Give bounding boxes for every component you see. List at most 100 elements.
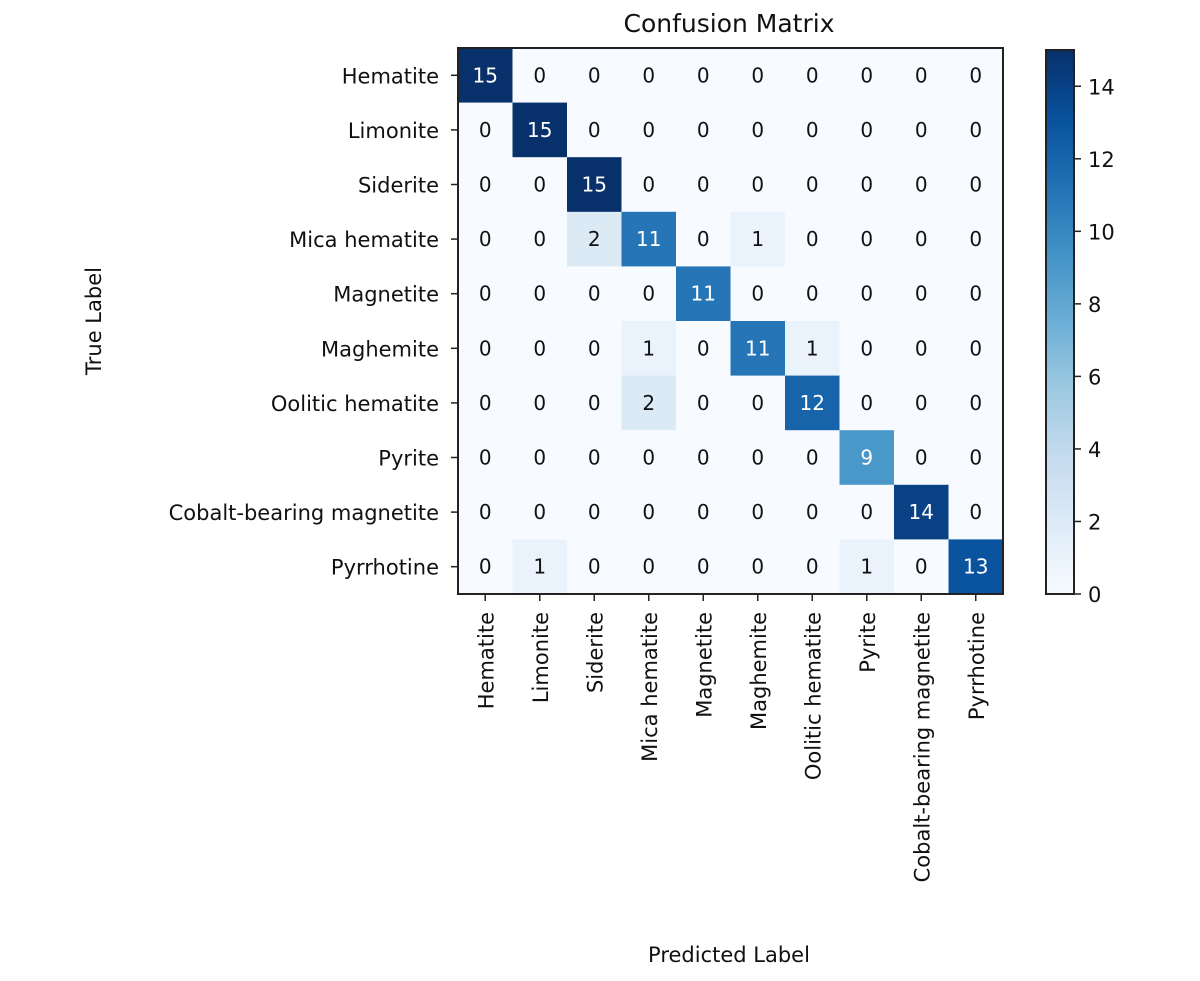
matrix-cell-value: 0 (860, 118, 873, 142)
matrix-cell-value: 0 (697, 500, 710, 524)
matrix-cell (839, 157, 895, 213)
matrix-cell (894, 102, 950, 158)
matrix-cell-value: 0 (479, 336, 492, 360)
matrix-cell (948, 375, 1004, 431)
matrix-cell-value: 0 (479, 227, 492, 251)
matrix-cell (894, 266, 950, 322)
matrix-cell-value: 1 (642, 336, 655, 360)
matrix-cell-value: 11 (636, 227, 661, 251)
y-tick-label: Hematite (342, 64, 439, 88)
matrix-cell-value: 0 (479, 555, 492, 579)
matrix-cell (730, 539, 786, 595)
matrix-cell (948, 211, 1004, 267)
matrix-cell-value: 1 (751, 227, 764, 251)
matrix-cell (839, 430, 895, 486)
matrix-cell (676, 484, 732, 540)
matrix-cell (948, 266, 1004, 322)
matrix-cell-value: 0 (915, 227, 928, 251)
matrix-cell-value: 0 (588, 555, 601, 579)
matrix-cell (676, 375, 732, 431)
matrix-cell-value: 0 (588, 336, 601, 360)
matrix-cell (512, 375, 568, 431)
matrix-cell-value: 0 (697, 173, 710, 197)
matrix-cell-value: 0 (588, 500, 601, 524)
colorbar-tick-label: 6 (1088, 365, 1101, 389)
y-tick-label: Magnetite (333, 283, 439, 307)
y-axis-ticks: Hematite Limonite Siderite Mica hematite Mag… (169, 64, 458, 580)
matrix-cell (512, 102, 568, 158)
matrix-cell (894, 157, 950, 213)
matrix-cell (512, 48, 568, 104)
matrix-cell (458, 375, 514, 431)
matrix-cell-value: 0 (806, 227, 819, 251)
matrix-cell-value: 0 (751, 446, 764, 470)
matrix-cell-value: 0 (642, 555, 655, 579)
matrix-cell (567, 539, 623, 595)
y-tick-label: Cobalt-bearing magnetite (169, 501, 439, 525)
matrix-cell-value: 15 (473, 63, 498, 87)
matrix-cell-value: 0 (479, 500, 492, 524)
matrix-cell (839, 48, 895, 104)
matrix-cell-value: 0 (751, 500, 764, 524)
matrix-cell-value: 0 (751, 63, 764, 87)
matrix-cell (621, 430, 677, 486)
matrix-cell-value: 0 (533, 63, 546, 87)
matrix-cell-value: 1 (860, 555, 873, 579)
matrix-cell (458, 484, 514, 540)
matrix-cell (839, 102, 895, 158)
matrix-cell-value: 0 (915, 446, 928, 470)
matrix-cell (676, 48, 732, 104)
matrix-cell-value: 0 (479, 173, 492, 197)
matrix-cell (621, 266, 677, 322)
matrix-cell-value: 0 (751, 118, 764, 142)
matrix-cell (785, 321, 841, 377)
colorbar-tick-label: 14 (1088, 75, 1115, 99)
matrix-cell (785, 375, 841, 431)
matrix-cell (730, 48, 786, 104)
matrix-cell (839, 484, 895, 540)
matrix-cell-value: 0 (860, 227, 873, 251)
matrix-cell (894, 539, 950, 595)
x-tick-label: Pyrite (856, 612, 880, 673)
matrix-cell (730, 484, 786, 540)
matrix-cell-value: 0 (969, 63, 982, 87)
x-tick-label: Maghemite (747, 612, 771, 730)
matrix-cell-value: 0 (588, 391, 601, 415)
matrix-cell-value: 0 (860, 391, 873, 415)
matrix-cell-value: 0 (751, 173, 764, 197)
matrix-cell-value: 11 (691, 282, 716, 306)
matrix-cell-value: 0 (969, 227, 982, 251)
matrix-cell-value: 0 (969, 282, 982, 306)
x-axis-label: Predicted Label (648, 943, 810, 967)
matrix-cell (948, 539, 1004, 595)
matrix-cell (676, 430, 732, 486)
matrix-cell (730, 430, 786, 486)
matrix-cell-value: 0 (533, 446, 546, 470)
matrix-cell (676, 266, 732, 322)
matrix-cell (567, 48, 623, 104)
matrix-cell (621, 375, 677, 431)
matrix-cell-value: 0 (860, 336, 873, 360)
matrix-cell (458, 430, 514, 486)
matrix-cell (948, 430, 1004, 486)
chart-title: Confusion Matrix (623, 9, 834, 38)
matrix-cell (567, 484, 623, 540)
colorbar-tick-label: 2 (1088, 510, 1101, 534)
matrix-cell-value: 0 (806, 282, 819, 306)
matrix-cell-value: 0 (751, 282, 764, 306)
y-tick-label: Mica hematite (289, 228, 439, 252)
matrix-cell (948, 484, 1004, 540)
matrix-cell-value: 0 (697, 555, 710, 579)
matrix-cell-value: 0 (697, 227, 710, 251)
matrix-cell (730, 102, 786, 158)
matrix-cell (567, 157, 623, 213)
matrix-cell-value: 0 (588, 118, 601, 142)
matrix-cell-value: 0 (642, 63, 655, 87)
matrix-cell (894, 48, 950, 104)
matrix-cell-value: 0 (642, 173, 655, 197)
x-axis-ticks: Hematite Limonite Siderite Mica hematite Mag… (474, 594, 989, 882)
matrix-cell-value: 0 (479, 446, 492, 470)
matrix-cell-value: 0 (969, 500, 982, 524)
matrix-cell-value: 0 (588, 446, 601, 470)
